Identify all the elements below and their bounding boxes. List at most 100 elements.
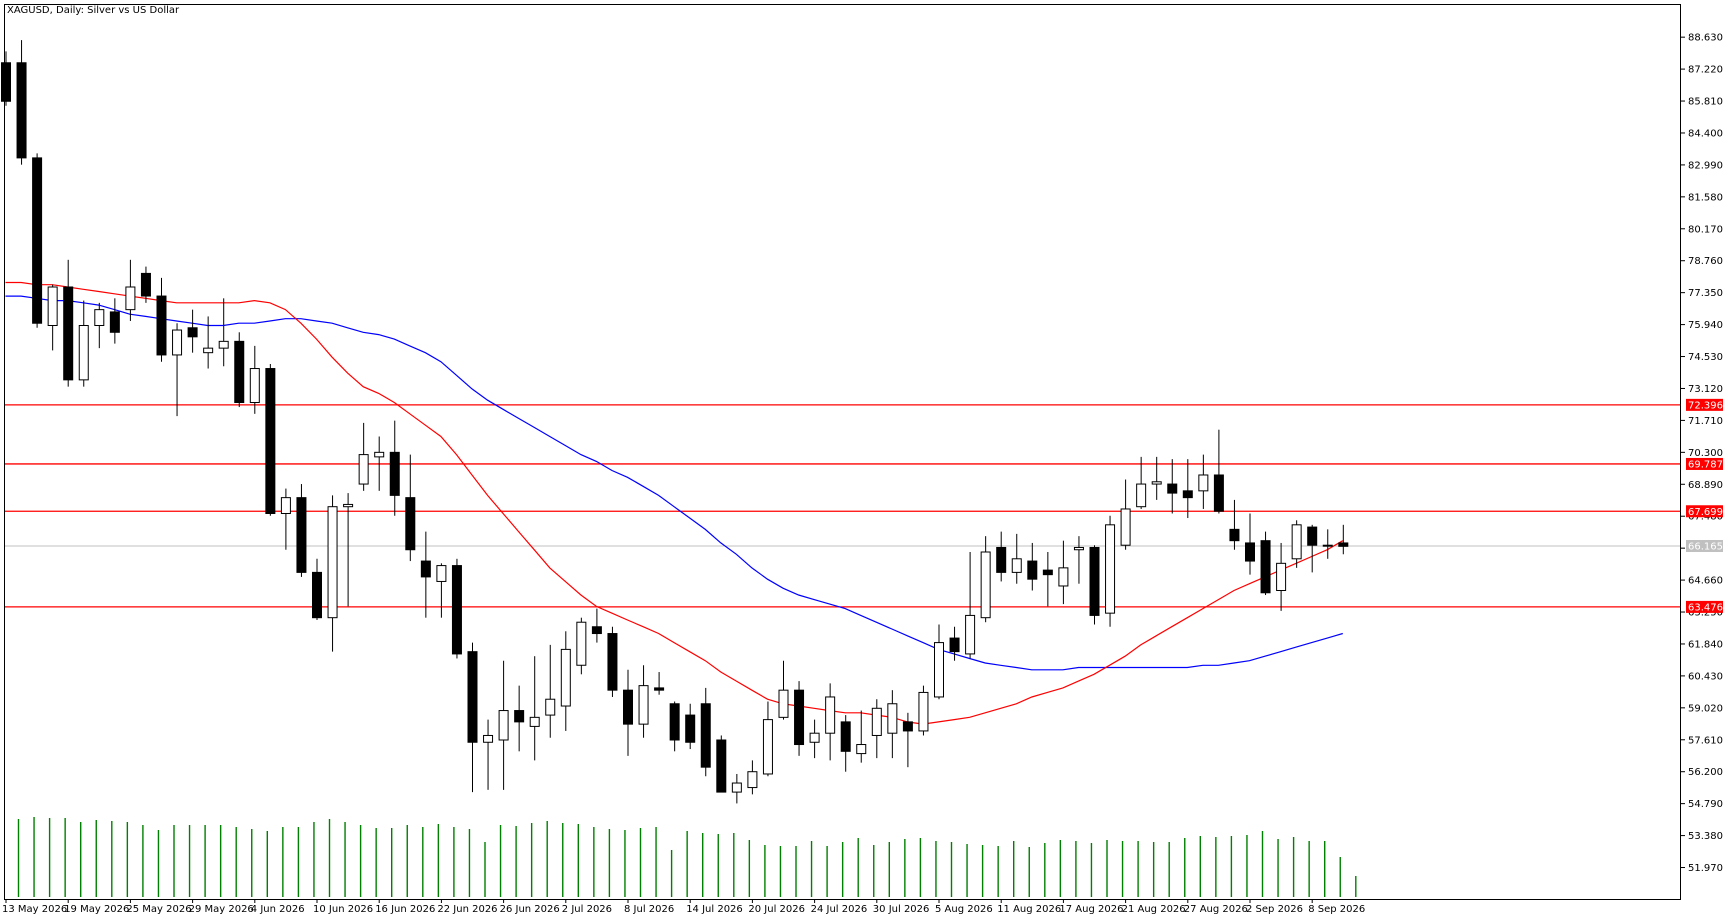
candle [156, 277, 167, 362]
candle [1213, 429, 1224, 514]
candle [560, 631, 571, 731]
candle [1120, 479, 1131, 550]
candle [825, 683, 836, 761]
candle-body-bear [265, 368, 276, 514]
x-tick-label: 25 May 2026 [126, 904, 191, 915]
candle-body-bull [78, 324, 89, 381]
candle [172, 323, 183, 417]
candle-body-bull [358, 454, 369, 485]
candle [1089, 545, 1100, 625]
candle-body-bull [1276, 562, 1287, 592]
candle [731, 773, 742, 804]
candle [1058, 540, 1069, 605]
candle [47, 284, 58, 351]
candle-body-bull [809, 732, 820, 743]
ma-fast-line [5, 281, 1344, 725]
y-tick-label: 87.220 [1688, 65, 1723, 76]
x-tick-label: 8 Jul 2026 [624, 904, 674, 915]
candle [1198, 454, 1209, 509]
candle [794, 681, 805, 756]
candle-body-bear [312, 571, 322, 619]
candle [389, 420, 400, 516]
candle-body-bear [405, 497, 416, 551]
candle-body-bull [125, 286, 136, 311]
candle-body-bull [918, 691, 929, 732]
candle-body-bear [1229, 528, 1240, 542]
x-tick-label: 16 Jun 2026 [375, 904, 435, 915]
candle [265, 364, 276, 516]
level-tag-label: 72.396 [1688, 400, 1723, 411]
y-tick-label: 64.660 [1688, 576, 1723, 587]
level-tag [1686, 457, 1723, 470]
x-tick-label: 26 Jun 2026 [500, 904, 560, 915]
candle [1291, 520, 1302, 568]
x-tick-label: 30 Jul 2026 [873, 904, 930, 915]
candle [949, 626, 960, 661]
y-tick-label: 53.380 [1688, 831, 1723, 842]
candle-body-bear [16, 62, 27, 159]
x-tick-label: 19 May 2026 [64, 904, 129, 915]
candle-body-bear [156, 295, 167, 356]
candle-body-bear [296, 497, 307, 573]
candle-body-bear [902, 721, 913, 732]
candle [467, 642, 478, 793]
candle [576, 617, 587, 675]
x-tick-label: 27 Aug 2026 [1184, 904, 1248, 915]
candle-body-bear [1167, 483, 1178, 494]
y-tick-label: 88.630 [1688, 33, 1723, 44]
candle-body-bull [203, 347, 214, 354]
candle-body-bull [1058, 567, 1069, 587]
candle [1307, 524, 1318, 573]
candle [343, 493, 354, 607]
candle [685, 703, 696, 750]
volume-bars [17, 817, 1357, 897]
y-tick-label: 70.300 [1688, 448, 1723, 459]
candle-body-bull [1151, 481, 1162, 485]
candle [1136, 456, 1147, 509]
candle-body-bull [965, 614, 976, 655]
candle-body-bull [172, 329, 183, 356]
candle-body-bear [654, 687, 665, 691]
candle-body-bear [1182, 490, 1193, 499]
candle-body-bear [794, 689, 805, 746]
candle-body-bull [1198, 474, 1209, 492]
candle-body-bull [249, 368, 260, 404]
candle-body-bear [420, 560, 431, 578]
candle-body-bull [871, 707, 882, 736]
x-tick-label: 13 May 2026 [2, 904, 67, 915]
candles [1, 40, 1349, 804]
candle [1260, 531, 1271, 596]
candle-body-bear [1089, 546, 1100, 616]
y-tick-label: 56.200 [1688, 767, 1723, 778]
current-price-label: 66.165 [1688, 541, 1723, 552]
candle-body-bull [374, 451, 385, 458]
candle-body-bull [327, 506, 338, 619]
candle-body-bear [1027, 560, 1038, 580]
candle-body-bear [949, 637, 960, 653]
candle [358, 422, 369, 491]
y-tick-label: 57.610 [1688, 735, 1723, 746]
candle-body-bull [343, 503, 354, 508]
candle [1073, 536, 1084, 584]
candle-body-bull [778, 689, 789, 718]
x-tick-label: 8 Sep 2026 [1308, 904, 1365, 915]
candle-body-bull [94, 309, 105, 326]
level-tag [1686, 398, 1723, 411]
candle-body-bull [576, 621, 587, 666]
candle-body-bull [1011, 558, 1022, 573]
candle-body-bear [700, 703, 711, 768]
candle-body-bear [623, 689, 633, 725]
candle-body-bear [187, 327, 198, 338]
candle [1011, 533, 1022, 584]
candle-body-bull [560, 648, 571, 707]
level-tag-label: 63.476 [1688, 602, 1723, 613]
x-tick-label: 24 Jul 2026 [811, 904, 868, 915]
candle [187, 309, 198, 353]
y-tick-label: 77.350 [1688, 288, 1723, 299]
candle-body-bull [731, 782, 742, 793]
candle [420, 531, 431, 618]
candle-body-bear [234, 340, 245, 404]
candle [856, 710, 867, 763]
